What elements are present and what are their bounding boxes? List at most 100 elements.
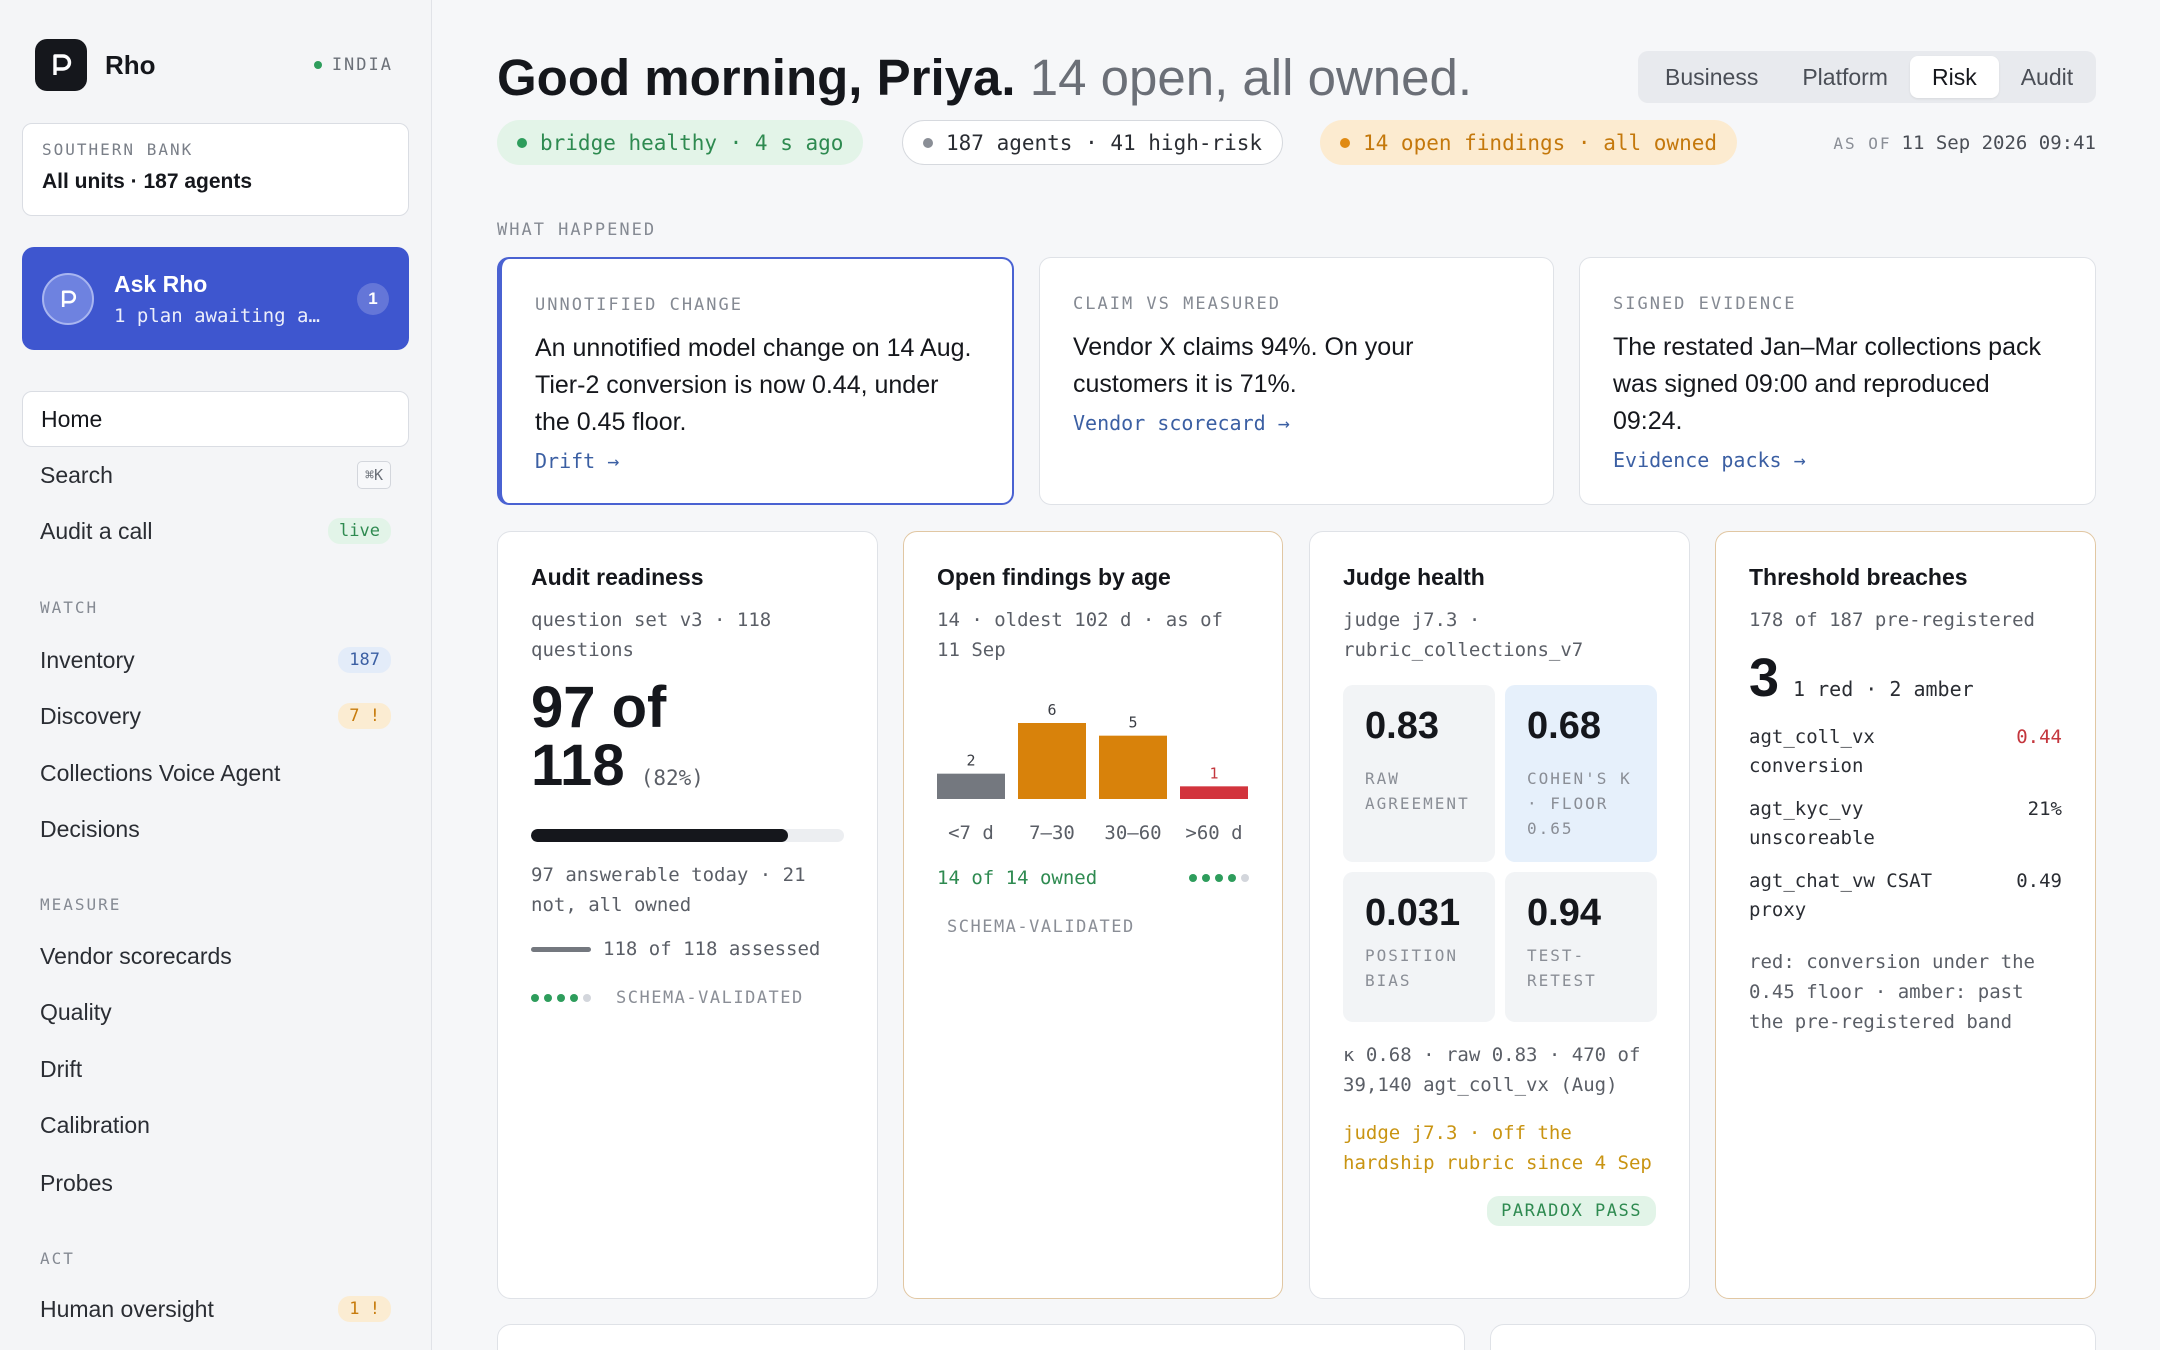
page-title: Good morning, Priya. 14 open, all owned. xyxy=(497,48,1472,107)
nav-drift[interactable]: Drift xyxy=(22,1041,409,1097)
findings-chip[interactable]: 14 open findings · all owned xyxy=(1320,120,1738,165)
metric-value: 0.94 xyxy=(1527,892,1601,934)
owned-dots-icon xyxy=(1189,874,1249,882)
findings-bar-value-2: 5 xyxy=(1128,714,1137,732)
warning-dot-icon xyxy=(1340,137,1350,148)
findings-bar-1[interactable] xyxy=(1018,723,1086,799)
view-tabs: Business Platform Risk Audit xyxy=(1638,51,2096,103)
breach-row[interactable]: agt_chat_vw CSAT proxy 0.49 xyxy=(1749,867,2062,925)
metric-raw-agreement[interactable]: 0.83 RAW AGREEMENT xyxy=(1343,685,1495,862)
nav-decisions-label: Decisions xyxy=(40,815,140,842)
nav-probes[interactable]: Probes xyxy=(22,1155,409,1211)
nav-inventory[interactable]: Inventory 187 xyxy=(22,632,409,688)
judge-health-panel[interactable]: Judge health judge j7.3 · rubric_collect… xyxy=(1309,531,1690,1299)
nav-discovery[interactable]: Discovery 7 ! xyxy=(22,688,409,744)
agents-chip-text: 187 agents · 41 high-risk xyxy=(946,130,1263,155)
nav-human-oversight[interactable]: Human oversight 1 ! xyxy=(22,1281,409,1337)
readiness-percent: (82%) xyxy=(640,766,704,790)
tab-business[interactable]: Business xyxy=(1665,63,1759,90)
bridge-status-chip[interactable]: bridge healthy · 4 s ago xyxy=(497,120,864,165)
event-text: The restated Jan–Mar collections pack wa… xyxy=(1613,333,2041,435)
owned-row: 14 of 14 owned xyxy=(937,867,1249,889)
metric-test-retest[interactable]: 0.94 TEST-RETEST xyxy=(1505,872,1657,1022)
bank-selector[interactable]: SOUTHERN BANK All units · 187 agents xyxy=(22,123,409,216)
breach-count-detail: 1 red · 2 amber xyxy=(1793,677,1974,701)
nav-home-label: Home xyxy=(41,405,103,432)
owned-text: 14 of 14 owned xyxy=(937,867,1098,889)
nav-calibration[interactable]: Calibration xyxy=(22,1097,409,1153)
region-status-dot-icon xyxy=(313,61,322,69)
threshold-breaches-panel[interactable]: Threshold breaches 178 of 187 pre-regist… xyxy=(1715,531,2096,1299)
nav-collections-label: Collections Voice Agent xyxy=(40,759,281,786)
event-text: Vendor X claims 94%. On your customers i… xyxy=(1073,333,1414,398)
what-happened-label: WHAT HAPPENED xyxy=(497,220,657,240)
vendor-scorecard-link[interactable]: Vendor scorecard → xyxy=(1073,411,1290,435)
metric-label: POSITION BIAS xyxy=(1365,946,1459,990)
metric-cohens-k[interactable]: 0.68 COHEN'S K · FLOOR 0.65 xyxy=(1505,685,1657,862)
readiness-progress-bar xyxy=(531,829,844,842)
findings-bar-2[interactable] xyxy=(1099,735,1167,799)
nav-drift-label: Drift xyxy=(40,1055,83,1082)
nav-quality[interactable]: Quality xyxy=(22,984,409,1040)
evidence-packs-link[interactable]: Evidence packs → xyxy=(1613,448,1806,472)
brand[interactable]: Rho xyxy=(35,39,156,91)
judge-metric-tiles: 0.83 RAW AGREEMENT 0.68 COHEN'S K · FLOO… xyxy=(1343,685,1657,1022)
findings-category-label-0: <7 d xyxy=(948,822,994,844)
bottom-card-left xyxy=(497,1324,1465,1350)
open-findings-panel[interactable]: Open findings by age 14 · oldest 102 d ·… xyxy=(903,531,1283,1299)
metric-label: RAW AGREEMENT xyxy=(1365,769,1470,813)
breach-row[interactable]: agt_kyc_vy unscoreable 21% xyxy=(1749,795,2062,853)
panel-subtitle: 178 of 187 pre-registered xyxy=(1749,609,2035,631)
brand-name: Rho xyxy=(105,49,156,80)
findings-bar-0[interactable] xyxy=(937,773,1005,799)
metric-value: 0.83 xyxy=(1365,705,1439,747)
neutral-dot-icon xyxy=(923,137,933,148)
breach-value: 0.44 xyxy=(2016,726,2062,748)
nav-collections-voice-agent[interactable]: Collections Voice Agent xyxy=(22,745,409,801)
panel-title: Judge health xyxy=(1343,564,1485,590)
breach-row[interactable]: agt_coll_vx conversion 0.44 xyxy=(1749,723,2062,781)
nav-audit-a-call[interactable]: Audit a call live xyxy=(22,503,409,559)
judge-note: κ 0.68 · raw 0.83 · 470 of 39,140 agt_co… xyxy=(1343,1044,1641,1096)
region-indicator[interactable]: INDIA xyxy=(313,55,393,75)
rho-avatar-icon xyxy=(42,272,94,325)
readiness-count-line2: 118 xyxy=(531,733,625,798)
panel-subtitle: judge j7.3 · rubric_collections_v7 xyxy=(1343,609,1584,661)
nav-vendor-scorecards[interactable]: Vendor scorecards xyxy=(22,928,409,984)
panel-title: Open findings by age xyxy=(937,564,1171,590)
drift-link[interactable]: Drift → xyxy=(535,449,620,473)
metric-value: 0.68 xyxy=(1527,705,1601,747)
event-card-unnotified-change[interactable]: UNNOTIFIED CHANGE An unnotified model ch… xyxy=(497,257,1014,505)
ask-rho-button[interactable]: Ask Rho 1 plan awaiting a… 1 xyxy=(22,247,409,350)
agents-chip[interactable]: 187 agents · 41 high-risk xyxy=(902,120,1284,165)
live-badge: live xyxy=(328,518,391,544)
search-shortcut: ⌘K xyxy=(356,461,391,489)
nav-inventory-label: Inventory xyxy=(40,646,135,673)
event-card-signed-evidence[interactable]: SIGNED EVIDENCE The restated Jan–Mar col… xyxy=(1579,257,2096,505)
tab-risk[interactable]: Risk xyxy=(1909,56,1999,98)
event-card-claim-vs-measured[interactable]: CLAIM VS MEASURED Vendor X claims 94%. O… xyxy=(1039,257,1554,505)
nav-decisions[interactable]: Decisions xyxy=(22,801,409,857)
audit-readiness-panel[interactable]: Audit readiness question set v3 · 118 qu… xyxy=(497,531,878,1299)
nav-search[interactable]: Search ⌘K xyxy=(22,447,409,503)
nav-audit-label: Audit a call xyxy=(40,517,153,544)
findings-bar-3[interactable] xyxy=(1180,786,1248,799)
nav-search-label: Search xyxy=(40,461,113,488)
bank-label: SOUTHERN BANK xyxy=(42,140,194,159)
ask-rho-title: Ask Rho xyxy=(114,270,208,297)
oversight-alert-badge: 1 ! xyxy=(338,1296,391,1322)
section-watch: WATCH xyxy=(40,598,99,617)
tab-platform[interactable]: Platform xyxy=(1802,63,1888,90)
breach-legend: red: conversion under the 0.45 floor · a… xyxy=(1749,951,2035,1033)
nav-probes-label: Probes xyxy=(40,1169,113,1196)
readiness-note: 97 answerable today · 21 not, all owned xyxy=(531,864,806,916)
ask-rho-subtitle: 1 plan awaiting a… xyxy=(114,304,320,327)
greeting-summary: 14 open, all owned. xyxy=(1029,49,1473,106)
healthy-dot-icon xyxy=(517,137,527,148)
event-text: An unnotified model change on 14 Aug. Ti… xyxy=(535,334,972,436)
tab-audit[interactable]: Audit xyxy=(2020,63,2074,90)
nav-home[interactable]: Home xyxy=(22,391,409,447)
nav-calibration-label: Calibration xyxy=(40,1111,150,1138)
nav-human-oversight-label: Human oversight xyxy=(40,1295,214,1322)
metric-position-bias[interactable]: 0.031 POSITION BIAS xyxy=(1343,872,1495,1022)
